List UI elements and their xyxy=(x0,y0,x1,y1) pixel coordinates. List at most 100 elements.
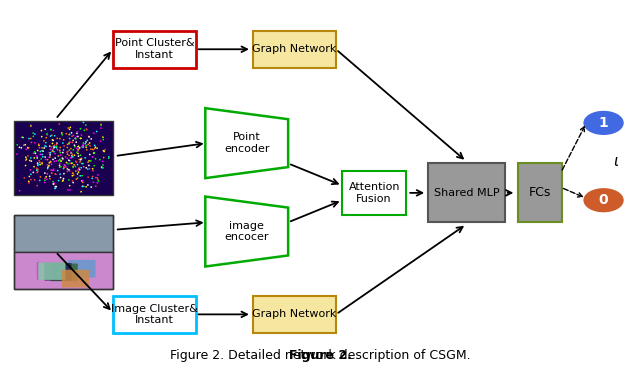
Point xyxy=(48,167,58,173)
Point xyxy=(50,171,60,177)
Point xyxy=(40,126,51,132)
Point xyxy=(12,151,22,157)
Point xyxy=(19,175,29,181)
Point xyxy=(57,155,67,161)
Point xyxy=(35,145,45,151)
Circle shape xyxy=(584,189,623,211)
Point xyxy=(57,130,67,136)
Point xyxy=(97,165,108,171)
Point xyxy=(30,140,40,146)
Point xyxy=(68,164,78,170)
Text: image
encocer: image encocer xyxy=(225,221,269,242)
Point xyxy=(72,171,83,177)
Point xyxy=(58,147,68,153)
Point xyxy=(90,156,100,162)
Point xyxy=(78,143,88,149)
Point xyxy=(82,147,92,153)
Point xyxy=(55,171,65,177)
Point xyxy=(73,147,83,153)
Point xyxy=(61,164,71,170)
Point xyxy=(84,158,94,164)
Point xyxy=(98,134,108,140)
Point xyxy=(45,176,55,182)
Point xyxy=(67,160,77,166)
Point xyxy=(72,145,82,151)
Point xyxy=(67,133,77,139)
Point xyxy=(68,172,79,178)
Point xyxy=(81,126,92,132)
Point xyxy=(69,152,79,158)
Point xyxy=(74,157,84,162)
Point xyxy=(24,145,34,151)
Point xyxy=(42,162,52,168)
Point xyxy=(36,128,47,134)
FancyBboxPatch shape xyxy=(253,296,336,333)
Point xyxy=(49,144,59,150)
Point xyxy=(62,149,72,155)
Point xyxy=(40,170,50,176)
Point xyxy=(72,149,83,155)
Point xyxy=(88,166,98,172)
Point xyxy=(26,139,36,145)
Point xyxy=(42,166,52,172)
Point xyxy=(30,131,40,137)
Point xyxy=(81,144,91,150)
Point xyxy=(88,154,98,160)
Point xyxy=(76,156,86,162)
Point xyxy=(75,159,85,165)
Text: ι: ι xyxy=(614,154,619,169)
Point xyxy=(90,142,100,148)
Point xyxy=(40,157,51,162)
Point xyxy=(33,161,43,167)
Point xyxy=(73,167,83,173)
Point xyxy=(25,167,35,173)
Point xyxy=(38,148,48,154)
Point xyxy=(65,139,75,145)
Point xyxy=(90,144,100,150)
Point xyxy=(67,160,77,166)
Point xyxy=(88,168,98,174)
FancyBboxPatch shape xyxy=(253,31,336,68)
Point xyxy=(31,167,42,173)
Point xyxy=(44,150,54,156)
Point xyxy=(44,160,54,166)
Point xyxy=(86,146,96,152)
Point xyxy=(65,158,75,164)
Point xyxy=(18,135,28,141)
Point xyxy=(99,148,109,154)
Point xyxy=(64,132,74,138)
Point xyxy=(76,156,86,162)
Point xyxy=(74,166,84,172)
Point xyxy=(99,148,109,154)
Point xyxy=(81,165,92,171)
Point xyxy=(75,173,85,179)
Point xyxy=(96,122,106,128)
Point xyxy=(74,167,84,173)
Point xyxy=(53,153,63,159)
Point xyxy=(40,180,50,186)
Point xyxy=(70,158,81,164)
Point xyxy=(37,151,47,157)
Point xyxy=(82,127,92,133)
Point xyxy=(97,158,108,164)
FancyBboxPatch shape xyxy=(14,121,113,195)
Point xyxy=(72,130,82,136)
Point xyxy=(55,152,65,158)
Point xyxy=(64,147,74,153)
Point xyxy=(67,173,77,179)
Point xyxy=(98,162,108,168)
Point xyxy=(65,124,76,130)
Point xyxy=(33,168,43,174)
Point xyxy=(95,157,105,162)
Point xyxy=(51,158,61,164)
Point xyxy=(28,133,38,139)
Point xyxy=(65,168,75,174)
Text: Graph Network: Graph Network xyxy=(252,309,337,319)
Point xyxy=(54,147,65,153)
Point xyxy=(76,157,86,163)
Point xyxy=(56,158,67,164)
Point xyxy=(52,168,63,174)
Point xyxy=(29,164,39,170)
Point xyxy=(42,176,52,182)
Text: Image Cluster&
Instant: Image Cluster& Instant xyxy=(111,303,198,325)
